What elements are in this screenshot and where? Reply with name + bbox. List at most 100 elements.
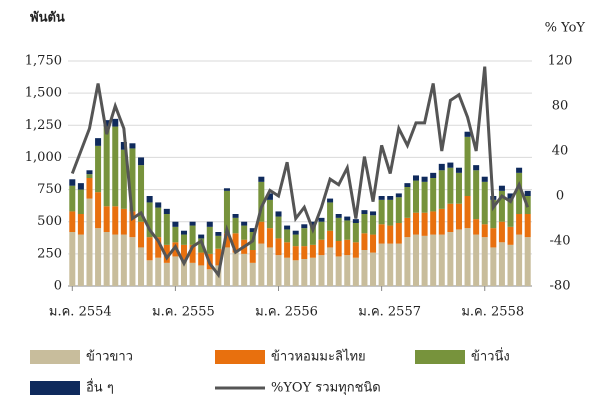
bar-segment (430, 172, 437, 178)
bar-segment (223, 188, 230, 191)
bar-segment (275, 216, 282, 239)
y-tick-label: 250 (37, 246, 62, 261)
bar-segment (464, 228, 471, 286)
bar-segment (198, 252, 205, 266)
legend-label: ข้าวขาว (86, 350, 133, 365)
bar-segment (412, 180, 420, 213)
x-tick-label: ม.ค. 2558 (461, 305, 524, 320)
bar-segment (524, 214, 531, 238)
legend-swatch (30, 350, 80, 364)
bar-segment (112, 118, 119, 127)
bar-segment (292, 246, 299, 261)
bar-segment (249, 250, 256, 263)
bar-segment (138, 221, 145, 248)
bar-segment (275, 238, 282, 256)
bar-segment (241, 221, 248, 226)
bar-segment (335, 217, 342, 241)
bar-segment (309, 221, 316, 226)
bar-segment (284, 242, 291, 258)
bar-segment (155, 207, 162, 238)
bar-segment (395, 193, 402, 198)
bar-segment (352, 223, 359, 243)
bar-segment (421, 212, 428, 236)
bar-segment (498, 221, 505, 243)
bar-segment (430, 178, 437, 212)
bar-segment (421, 235, 428, 286)
bar-segment (241, 225, 248, 240)
legend-label: %YOY รวมทุกชนิด (271, 381, 381, 396)
bar-segment (95, 228, 102, 286)
bar-segment (524, 237, 531, 286)
bar-segment (120, 234, 127, 286)
bar-segment (120, 208, 127, 235)
bar-segment (103, 206, 110, 232)
bar-segment (507, 226, 514, 245)
bar-segment (103, 126, 110, 207)
bar-segment (387, 196, 394, 200)
bar-segment (490, 228, 497, 248)
bar-segment (370, 211, 377, 216)
bar-segment (387, 199, 394, 226)
bar-segment (95, 138, 102, 146)
bar-segment (318, 221, 325, 240)
bar-segment (95, 192, 102, 229)
y2-axis-label: % YoY (545, 21, 586, 36)
bar-segment (163, 262, 170, 286)
bar-segment (327, 247, 334, 286)
bar-segment (275, 211, 282, 217)
bar-segment (344, 220, 351, 240)
bar-segment (395, 223, 402, 244)
bar-segment (318, 217, 325, 222)
bar-segment (163, 214, 170, 245)
y2-tick-label: 80 (552, 99, 569, 114)
bar-segment (215, 235, 222, 249)
y2-tick-label: -80 (550, 279, 571, 294)
bar-segment (301, 246, 308, 259)
bar-segment (138, 157, 145, 166)
bar-segment (146, 260, 153, 286)
bar-segment (189, 225, 196, 245)
bar-segment (180, 244, 188, 261)
bar-segment (309, 244, 316, 258)
bar-segment (172, 221, 179, 227)
bar-segment (215, 232, 222, 236)
bar-segment (464, 131, 471, 137)
bar-segment (370, 234, 377, 253)
y2-tick-label: 120 (548, 54, 573, 69)
bar-segment (77, 189, 84, 214)
legend-swatch (30, 381, 80, 395)
bar-segment (86, 178, 93, 199)
bar-segment (318, 255, 325, 286)
y-tick-label: 1,000 (25, 150, 62, 165)
bar-segment (404, 187, 411, 218)
bar-segment (352, 219, 359, 223)
bar-segment (438, 163, 445, 171)
bar-segment (361, 210, 368, 214)
bar-segment (438, 170, 445, 209)
y-tick-label: 0 (54, 279, 62, 294)
bar-segment (327, 202, 334, 231)
y-tick-label: 1,250 (25, 118, 62, 133)
bar-segment (301, 224, 308, 229)
bar-segment (249, 262, 256, 286)
bar-segment (412, 175, 420, 181)
bar-segment (284, 225, 291, 230)
bar-segment (266, 199, 273, 229)
bar-segment (95, 145, 102, 193)
bar-segment (309, 257, 316, 286)
y-tick-label: 1,500 (25, 86, 62, 101)
bar-segment (103, 232, 110, 286)
bar-segment (481, 237, 488, 286)
bar-segment (344, 239, 351, 256)
bar-segment (284, 257, 291, 286)
bar-segment (473, 170, 480, 220)
bar-segment (490, 199, 497, 229)
bar-segment (103, 120, 110, 127)
bar-segment (481, 224, 488, 238)
bar-segment (447, 203, 454, 232)
bar-segment (421, 181, 428, 213)
bar-segment (249, 228, 256, 232)
bar-segment (404, 217, 411, 238)
yoy-line (70, 66, 530, 279)
bar-segment (352, 242, 359, 258)
